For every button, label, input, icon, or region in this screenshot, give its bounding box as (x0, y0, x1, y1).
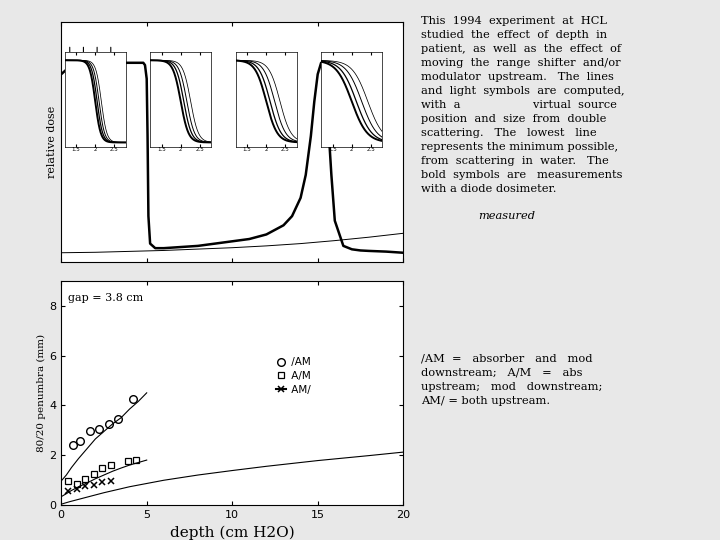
Text: /AM  =   absorber   and   mod
downstream;   A/M   =   abs
upstream;   mod   down: /AM = absorber and mod downstream; A/M =… (421, 354, 603, 406)
Text: This  1994  experiment  at  HCL
studied  the  effect  of  depth  in
patient,  as: This 1994 experiment at HCL studied the … (421, 16, 625, 194)
X-axis label: depth (cm H2O): depth (cm H2O) (170, 525, 294, 539)
Y-axis label: 80/20 penumbra (mm): 80/20 penumbra (mm) (37, 334, 46, 452)
Text: gap = 3.8 cm: gap = 3.8 cm (68, 293, 143, 303)
Legend:  /AM,  A/M,  AM/: /AM, A/M, AM/ (271, 353, 315, 399)
Text: measured: measured (478, 211, 535, 221)
Y-axis label: relative dose: relative dose (47, 106, 57, 178)
